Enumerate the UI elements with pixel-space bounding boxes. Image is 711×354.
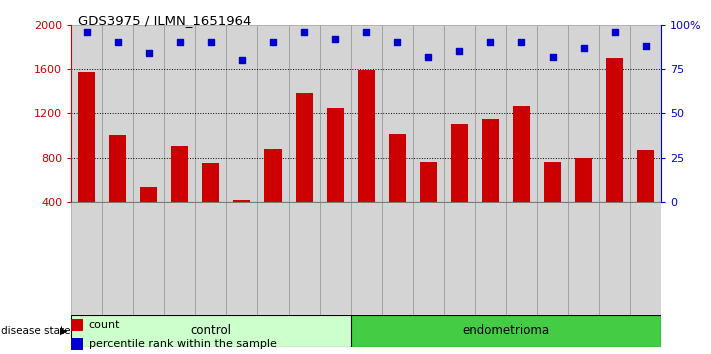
Bar <box>351 315 661 347</box>
Bar <box>164 25 196 202</box>
Bar <box>257 202 289 336</box>
Bar <box>358 70 375 202</box>
Text: disease state: disease state <box>1 326 70 336</box>
Bar <box>575 158 592 202</box>
Point <box>236 57 247 63</box>
Bar <box>102 202 133 336</box>
Text: percentile rank within the sample: percentile rank within the sample <box>89 339 277 349</box>
Bar <box>475 202 506 336</box>
Bar <box>351 25 382 202</box>
Bar <box>389 134 406 202</box>
Point <box>609 29 620 35</box>
Bar <box>164 202 196 336</box>
Bar <box>264 149 282 202</box>
Point <box>515 40 527 45</box>
Bar <box>71 319 83 331</box>
Bar <box>196 25 226 202</box>
Bar <box>196 202 226 336</box>
Point <box>485 40 496 45</box>
Bar <box>71 25 102 202</box>
Bar <box>78 72 95 202</box>
Bar <box>444 202 475 336</box>
Bar <box>289 25 319 202</box>
Point <box>640 43 651 49</box>
Bar <box>133 25 164 202</box>
Point <box>267 40 279 45</box>
Bar <box>382 202 413 336</box>
Point <box>547 54 558 59</box>
Bar <box>109 136 127 202</box>
Point <box>112 40 124 45</box>
Point <box>578 45 589 51</box>
Bar <box>606 58 623 202</box>
Bar <box>171 147 188 202</box>
Bar <box>140 187 157 202</box>
Bar <box>637 150 654 202</box>
Point <box>454 48 465 54</box>
Bar <box>599 25 630 202</box>
Point <box>360 29 372 35</box>
Bar <box>233 200 250 202</box>
Bar <box>475 25 506 202</box>
Bar <box>599 202 630 336</box>
Bar <box>568 202 599 336</box>
Bar <box>226 202 257 336</box>
Bar <box>537 202 568 336</box>
Bar <box>289 202 319 336</box>
Point <box>329 36 341 42</box>
Bar <box>513 105 530 202</box>
Bar <box>382 25 413 202</box>
Bar <box>226 25 257 202</box>
Bar <box>203 163 220 202</box>
Point <box>143 50 154 56</box>
Bar <box>444 25 475 202</box>
Bar <box>351 202 382 336</box>
Bar <box>326 108 343 202</box>
Bar <box>506 25 537 202</box>
Bar <box>544 162 561 202</box>
Bar <box>71 202 102 336</box>
Point <box>299 29 310 35</box>
Bar <box>413 25 444 202</box>
Bar <box>71 338 83 350</box>
Bar <box>506 202 537 336</box>
Bar <box>71 315 351 347</box>
Bar <box>568 25 599 202</box>
Point <box>81 29 92 35</box>
Text: control: control <box>191 325 231 337</box>
Bar <box>537 25 568 202</box>
Bar <box>413 202 444 336</box>
Bar <box>630 202 661 336</box>
Text: ▶: ▶ <box>60 326 68 336</box>
Bar <box>482 119 499 202</box>
Bar <box>133 202 164 336</box>
Bar <box>257 25 289 202</box>
Point <box>392 40 403 45</box>
Point <box>205 40 217 45</box>
Bar <box>319 25 351 202</box>
Point <box>422 54 434 59</box>
Bar <box>102 25 133 202</box>
Text: count: count <box>89 320 120 330</box>
Text: endometrioma: endometrioma <box>462 325 550 337</box>
Bar <box>630 25 661 202</box>
Text: GDS3975 / ILMN_1651964: GDS3975 / ILMN_1651964 <box>78 14 252 27</box>
Bar <box>419 162 437 202</box>
Bar <box>296 93 313 202</box>
Point <box>174 40 186 45</box>
Bar <box>451 124 468 202</box>
Bar <box>319 202 351 336</box>
